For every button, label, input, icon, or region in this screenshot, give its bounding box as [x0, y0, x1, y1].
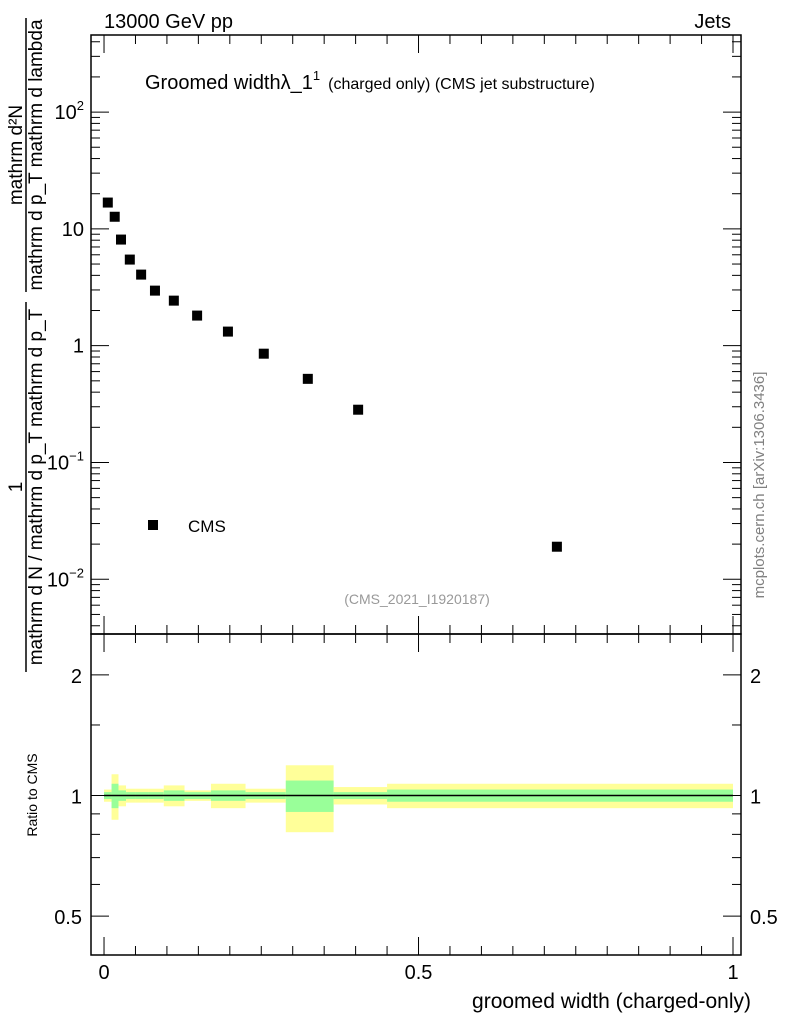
- data-point: [302, 373, 313, 384]
- title-sup: 1: [313, 68, 320, 83]
- y-tick-label: 10−2: [47, 565, 84, 591]
- ratio-y-tick-label-right: 0.5: [750, 907, 778, 929]
- ylabel-outer-den: mathrm d N / mathrm d p_T mathrm d p_T: [26, 308, 47, 665]
- y-tick-label: 10: [62, 219, 84, 241]
- ylabel-inner-num: mathrm d²N: [6, 105, 27, 205]
- y-tick-base: 10: [55, 102, 77, 124]
- y-tick-label: 102: [55, 98, 84, 124]
- x-tick-label: 0.5: [405, 962, 433, 984]
- ratio-panel: 2 2 1 1 0.5 0.5 0 0.5 1: [54, 633, 778, 984]
- main-frame: [90, 34, 742, 635]
- data-point: [109, 211, 120, 222]
- x-tick-label: 1: [727, 962, 738, 984]
- data-point: [149, 285, 160, 296]
- data-point: [168, 295, 179, 306]
- header-left: 13000 GeV pp: [104, 11, 233, 33]
- y-axis-label: 1 mathrm d N / mathrm d p_T mathrm d p_T…: [6, 18, 47, 672]
- ratio-y-tick-label-left: 1: [71, 787, 82, 809]
- y-tick-base: 10: [47, 452, 69, 474]
- y-tick-base: 10: [62, 219, 84, 241]
- title-rest: (charged only) (CMS jet substructure): [328, 76, 595, 93]
- legend-marker: [148, 520, 158, 530]
- analysis-id: (CMS_2021_I1920187): [344, 591, 490, 607]
- x-tick-label: 0: [98, 962, 109, 984]
- ratio-y-tick-label-right: 2: [750, 666, 761, 688]
- y-tick-exponent: 2: [77, 98, 84, 113]
- data-point: [353, 404, 364, 415]
- data-point: [258, 348, 269, 359]
- x-axis-label: groomed width (charged-only): [472, 990, 751, 1013]
- title-main: Groomed width: [145, 72, 281, 94]
- header-right: Jets: [694, 11, 731, 33]
- data-point: [551, 541, 562, 552]
- data-point: [136, 269, 147, 280]
- ratio-y-tick-label-right: 1: [750, 787, 761, 809]
- y-tick-label: 10−1: [47, 448, 84, 474]
- ylabel-inner-den: mathrm d p_T mathrm d lambda: [26, 19, 47, 290]
- legend-label: CMS: [188, 517, 226, 536]
- data-point: [222, 326, 233, 337]
- data-point: [124, 254, 135, 265]
- y-tick-exponent: −1: [69, 448, 84, 463]
- y-tick-exponent: −2: [69, 565, 84, 580]
- ratio-y-tick-label-left: 0.5: [54, 907, 82, 929]
- ratio-frame: [90, 633, 742, 956]
- ylabel-outer-num: 1: [6, 482, 27, 493]
- y-tick-label: 1: [73, 336, 84, 358]
- y-tick-base: 1: [73, 336, 84, 358]
- ratio-y-tick-label-left: 2: [71, 666, 82, 688]
- title-symbol: λ_1: [281, 72, 313, 94]
- data-point: [116, 234, 127, 245]
- y-tick-base: 10: [47, 569, 69, 591]
- ratio-y-label: Ratio to CMS: [24, 753, 40, 836]
- side-label: mcplots.cern.ch [arXiv:1306.3436]: [751, 372, 768, 599]
- data-point: [102, 197, 113, 208]
- data-point: [192, 310, 203, 321]
- plot-title: Groomed widthλ_11 (charged only) (CMS jet…: [145, 68, 595, 94]
